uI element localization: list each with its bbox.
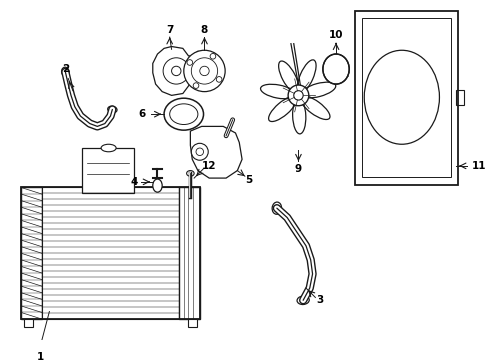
Ellipse shape bbox=[62, 67, 69, 77]
Bar bbox=[24, 319, 33, 327]
Text: 2: 2 bbox=[62, 64, 69, 74]
Ellipse shape bbox=[101, 144, 116, 152]
Text: 8: 8 bbox=[201, 24, 208, 35]
Polygon shape bbox=[191, 126, 242, 178]
Bar bbox=[456, 90, 464, 105]
Text: 7: 7 bbox=[166, 24, 173, 35]
Circle shape bbox=[191, 143, 208, 160]
Bar bbox=[21, 188, 42, 319]
Bar bbox=[21, 188, 200, 319]
Text: 5: 5 bbox=[245, 175, 252, 185]
Ellipse shape bbox=[272, 202, 282, 214]
Ellipse shape bbox=[297, 296, 309, 305]
Bar bbox=[179, 188, 200, 319]
Text: 4: 4 bbox=[130, 177, 138, 187]
Bar bbox=[355, 11, 458, 185]
Text: 11: 11 bbox=[472, 161, 486, 171]
Ellipse shape bbox=[323, 54, 349, 84]
Text: 9: 9 bbox=[295, 164, 302, 174]
Ellipse shape bbox=[187, 171, 194, 176]
Ellipse shape bbox=[288, 85, 309, 106]
Bar bbox=[82, 148, 134, 193]
Ellipse shape bbox=[108, 106, 117, 113]
Text: 3: 3 bbox=[317, 295, 324, 305]
Bar bbox=[42, 188, 179, 319]
Bar bbox=[363, 18, 451, 177]
Bar bbox=[188, 319, 197, 327]
Circle shape bbox=[184, 50, 225, 91]
Text: 6: 6 bbox=[139, 109, 146, 119]
Ellipse shape bbox=[164, 98, 203, 130]
Text: 10: 10 bbox=[329, 30, 343, 40]
Text: 12: 12 bbox=[202, 161, 217, 171]
Ellipse shape bbox=[153, 179, 162, 192]
Text: 1: 1 bbox=[36, 352, 44, 360]
